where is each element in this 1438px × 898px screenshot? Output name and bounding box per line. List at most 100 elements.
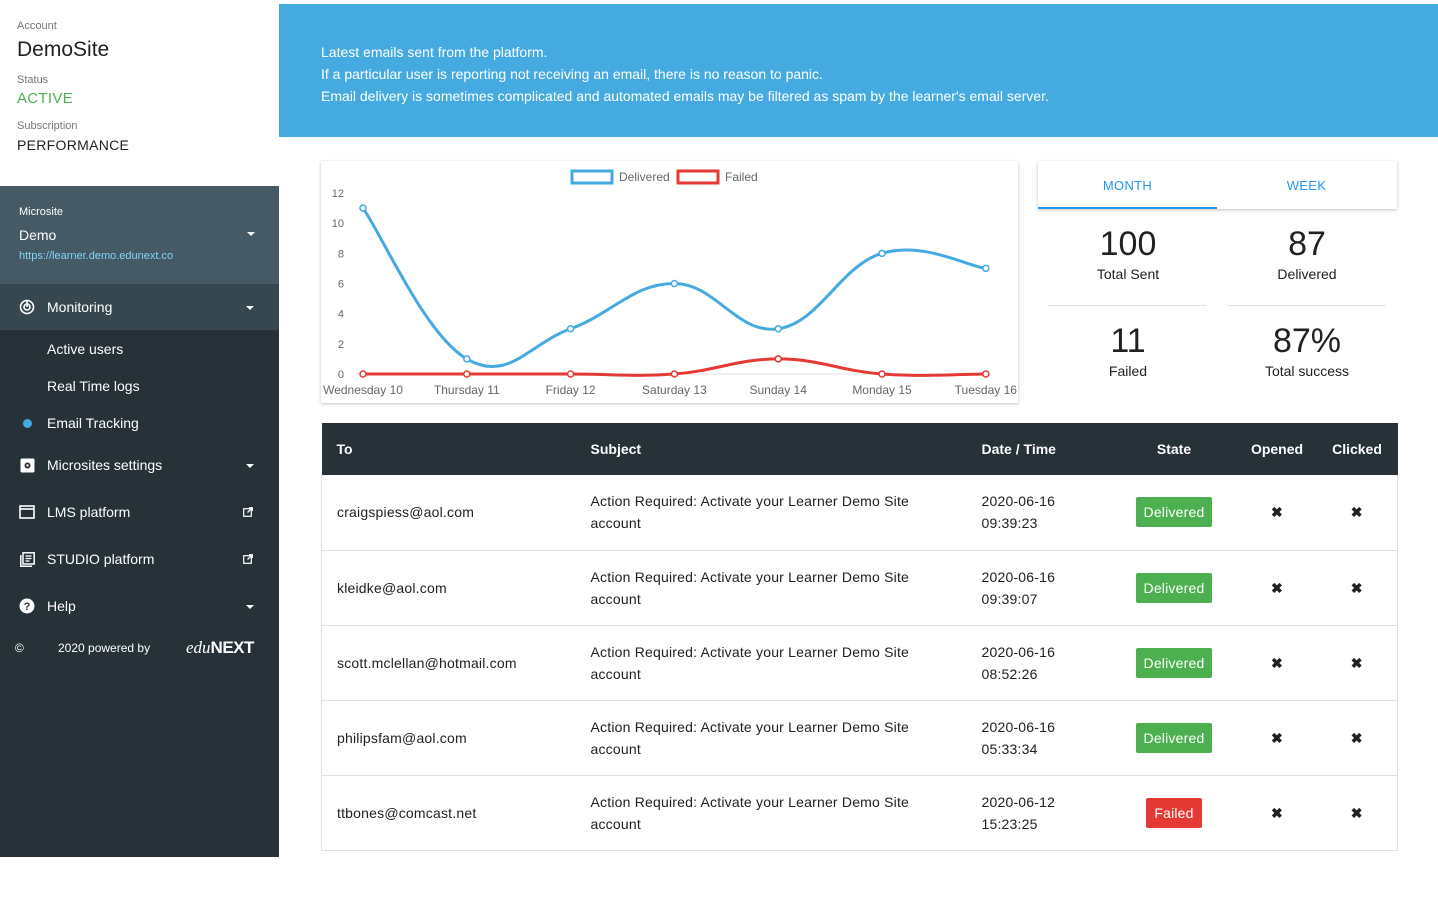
sidebar-item-label: STUDIO platform — [47, 551, 155, 567]
table-row: craigspiess@aol.com Action Required: Acti… — [321, 475, 1398, 551]
x-tick-label: Sunday 14 — [750, 383, 808, 397]
data-point-failed — [878, 370, 886, 378]
cell-subject: Action Required: Activate your Learner D… — [575, 625, 966, 701]
cell-opened: ✖ — [1237, 550, 1317, 626]
cell-datetime: 2020-06-12 15:23:25 — [965, 775, 1111, 851]
status-badge: Delivered — [1135, 497, 1213, 528]
copyright-symbol: © — [15, 641, 24, 655]
external-link-icon — [243, 504, 253, 520]
data-point-failed — [774, 355, 782, 363]
banner-line: Email delivery is sometimes complicated … — [321, 88, 1049, 104]
sidebar-item-label: Monitoring — [47, 299, 113, 315]
chevron-down-icon — [246, 464, 254, 468]
data-point-delivered — [982, 264, 990, 273]
close-icon: ✖ — [1350, 504, 1363, 521]
stat-value: 87% — [1272, 322, 1342, 360]
stat-value: 100 — [1099, 225, 1157, 263]
cell-subject: Action Required: Activate your Learner D… — [575, 550, 966, 626]
y-tick-label: 8 — [338, 248, 344, 260]
column-header-state: State — [1110, 423, 1238, 475]
subscription-value: PERFORMANCE — [17, 137, 130, 153]
cell-to: philipsfam@aol.com — [321, 700, 576, 776]
legend-swatch-failed — [676, 169, 720, 185]
y-tick-label: 2 — [338, 339, 344, 351]
cell-time: 15:23:25 — [981, 815, 1038, 832]
cell-to: scott.mclellan@hotmail.com — [321, 625, 576, 701]
table-row: ttbones@comcast.net Action Required: Acti… — [321, 775, 1398, 851]
sidebar-item-email-tracking[interactable]: Email Tracking — [47, 415, 139, 431]
sidebar-item-active-users[interactable]: Active users — [47, 341, 124, 357]
cell-state: Delivered — [1110, 625, 1238, 701]
cell-clicked: ✖ — [1316, 475, 1398, 551]
monitoring-icon — [19, 299, 35, 315]
cell-to: kleidke@aol.com — [321, 550, 576, 626]
status-badge: Delivered — [1135, 722, 1213, 753]
legend-label-delivered: Delivered — [619, 170, 670, 184]
sidebar-item-real-time-logs[interactable]: Real Time logs — [47, 378, 140, 394]
account-name: DemoSite — [17, 38, 110, 61]
email-chart-card: 0 2 4 6 8 10 12 Wednesday 10 Thursday 11 Friday 1… — [321, 161, 1018, 403]
stat-delivered: 87 Delivered — [1228, 224, 1386, 283]
sidebar-item-microsites-settings[interactable]: Microsites settings — [0, 442, 279, 488]
logo-suffix: NEXT — [210, 638, 255, 657]
email-line-chart: 0 2 4 6 8 10 12 Wednesday 10 Thursday 11 Friday 1… — [323, 169, 1018, 397]
x-tick-label: Tuesday 16 — [955, 383, 1018, 397]
microsite-selector[interactable]: Microsite Demo https://learner.demo.edun… — [0, 186, 279, 284]
sidebar: Account DemoSite Status ACTIVE Subscript… — [0, 0, 279, 857]
edunext-logo[interactable]: eduNEXT — [186, 638, 254, 658]
chevron-down-icon[interactable] — [247, 232, 255, 236]
cell-subject: Action Required: Activate your Learner D… — [575, 475, 966, 551]
info-banner: Latest emails sent from the platform. If… — [279, 4, 1438, 137]
cell-datetime: 2020-06-16 09:39:07 — [965, 550, 1111, 626]
column-header-clicked: Clicked — [1316, 423, 1398, 475]
x-tick-label: Monday 15 — [852, 383, 912, 397]
series-line-delivered — [361, 207, 987, 369]
sidebar-item-lms-platform[interactable]: LMS platform — [0, 489, 279, 535]
tab-month[interactable]: MONTH — [1038, 161, 1217, 209]
monitor-icon — [19, 504, 35, 520]
stat-label: Failed — [1108, 363, 1148, 379]
data-point-failed — [566, 370, 575, 378]
active-indicator-dot — [23, 419, 32, 428]
cell-state: Delivered — [1110, 475, 1238, 551]
table-row: scott.mclellan@hotmail.com Action Require… — [321, 625, 1398, 701]
legend-swatch-delivered — [570, 169, 614, 185]
period-tabs: MONTH WEEK — [1038, 161, 1397, 209]
stat-label: Total success — [1264, 363, 1350, 379]
x-tick-label: Thursday 11 — [434, 383, 500, 397]
cell-to: craigspiess@aol.com — [321, 475, 576, 551]
sidebar-item-studio-platform[interactable]: STUDIO platform — [0, 536, 279, 582]
cell-date: 2020-06-16 — [981, 493, 1056, 510]
account-panel: Account DemoSite Status ACTIVE Subscript… — [0, 0, 279, 186]
cell-clicked: ✖ — [1316, 625, 1398, 701]
data-point-failed — [463, 370, 471, 378]
y-tick-label: 4 — [338, 309, 344, 321]
banner-line: If a particular user is reporting not re… — [321, 66, 823, 82]
sidebar-item-help[interactable]: ? Help — [0, 583, 279, 629]
cell-time: 08:52:26 — [981, 665, 1038, 682]
y-tick-label: 10 — [332, 218, 344, 230]
column-header-subject: Subject — [575, 423, 966, 475]
cell-clicked: ✖ — [1316, 700, 1398, 776]
cell-time: 09:39:23 — [981, 515, 1038, 532]
sidebar-item-monitoring[interactable]: Monitoring — [0, 284, 279, 330]
column-header-datetime: Date / Time — [965, 423, 1111, 475]
stat-label: Delivered — [1277, 266, 1337, 282]
stats-card: MONTH WEEK 100 Total Sent 87 Delivered 1… — [1038, 161, 1397, 393]
stat-value: 11 — [1110, 322, 1146, 360]
sidebar-footer: © 2020 powered by eduNEXT — [15, 636, 265, 660]
chevron-down-icon — [246, 306, 254, 310]
status-label: Status — [17, 74, 49, 86]
sidebar-item-label: LMS platform — [47, 504, 131, 520]
microsite-url[interactable]: https://learner.demo.edunext.co — [19, 250, 174, 262]
x-tick-label: Saturday 13 — [642, 383, 707, 397]
cell-time: 09:39:07 — [981, 590, 1038, 607]
cell-time: 05:33:34 — [981, 740, 1038, 757]
cell-opened: ✖ — [1237, 625, 1317, 701]
help-icon: ? — [19, 598, 35, 614]
data-point-delivered — [359, 204, 367, 212]
cell-subject: Action Required: Activate your Learner D… — [575, 700, 966, 776]
tab-week[interactable]: WEEK — [1286, 177, 1327, 193]
cell-date: 2020-06-12 — [981, 793, 1056, 810]
stat-failed: 11 Failed — [1049, 321, 1207, 380]
